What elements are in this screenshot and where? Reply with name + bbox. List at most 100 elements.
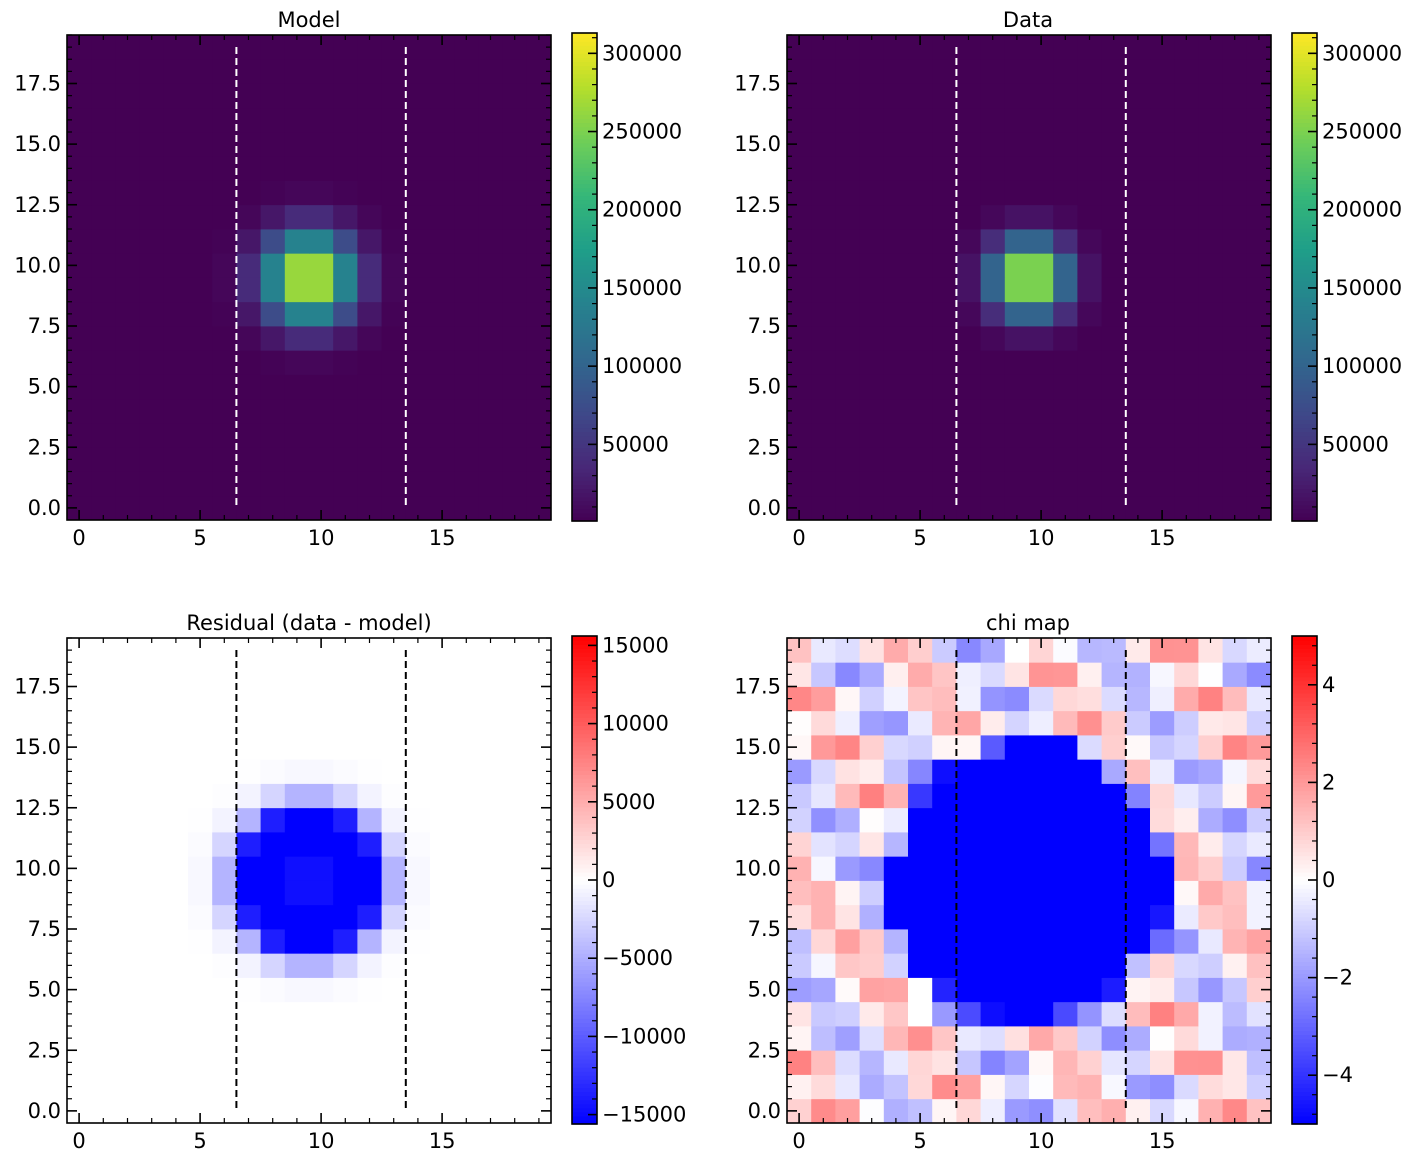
colorbar-segment [1292,900,1317,905]
colorbar-segment [572,370,597,376]
heatmap-cell [405,253,431,278]
heatmap-cell [91,880,116,906]
colorbar-segment [572,167,597,172]
heatmap-cell [1198,301,1223,327]
heatmap-cell [405,929,431,954]
panel-data: 0 5 10 150.02.55.07.510.012.515.017.5Data50… [734,8,1402,550]
heatmap-cell [478,977,503,1003]
heatmap-cell [883,880,909,906]
colorbar-segment [572,268,597,274]
colorbar-segment [572,782,597,788]
heatmap-cell [430,204,455,230]
colorbar-segment [1292,390,1317,396]
colorbar-segment [1292,672,1317,678]
heatmap-cell [139,783,165,809]
heatmap-cell [502,783,528,809]
heatmap-cell [212,977,237,1003]
colorbar-frame [571,32,598,522]
colorbar-segment [572,867,597,873]
heatmap-cell [1222,856,1248,881]
heatmap-cell [139,180,165,206]
heatmap-cell [932,301,957,327]
heatmap-cell [212,423,237,448]
colorbar-segment [572,705,597,710]
colorbar-segment [1292,1095,1317,1101]
heatmap-cell [1150,783,1175,809]
heatmap-cell [1029,374,1054,400]
heatmap-cell [1053,1074,1078,1100]
heatmap-cell [1125,301,1151,327]
colorbar-segment [572,252,597,258]
heatmap-cell [908,832,933,857]
colorbar-segment [572,102,597,107]
heatmap-cell [908,180,933,206]
heatmap-cell [284,953,310,978]
colorbar-segment [572,900,597,905]
heatmap-cell [188,710,213,736]
colorbar-segment [572,721,597,727]
heatmap-cell [454,662,479,687]
colorbar-segment [1292,1099,1317,1105]
colorbar-segment [572,362,597,368]
colorbar-segment [572,65,597,71]
heatmap-cell [430,301,455,327]
colorbar-segment [1292,325,1317,331]
colorbar-segment [572,1026,597,1032]
heatmap-cell [309,204,334,230]
colorbar-segment [572,758,597,763]
heatmap-cell [1125,1050,1151,1075]
colorbar-segment [1292,260,1317,266]
heatmap-cell [811,326,836,351]
colorbar-segment [572,1079,597,1084]
heatmap-cell [284,1001,310,1027]
heatmap-cell [236,132,261,157]
heatmap-cell [381,107,407,133]
heatmap-cell [1198,953,1223,978]
heatmap-cell [381,832,407,857]
heatmap-cell [430,1001,455,1027]
heatmap-cell [1053,977,1078,1003]
heatmap-cell [188,204,213,230]
heatmap-cell [1222,1001,1248,1027]
heatmap-cell [1053,807,1078,833]
heatmap-cell [478,1026,503,1051]
heatmap-cell [381,398,407,424]
heatmap-cell [1077,977,1102,1003]
heatmap-cell [381,132,407,157]
heatmap-cell [260,735,286,760]
colorbar-segment [572,819,597,824]
colorbar-segment [572,969,597,975]
colorbar-segment [1292,155,1317,160]
colorbar-segment [1292,697,1317,702]
heatmap-cell [430,1026,455,1051]
heatmap-cell [430,783,455,809]
y-tick-label: 12.5 [734,796,781,820]
heatmap-cell [1174,710,1199,736]
colorbar-segment [572,680,597,686]
colorbar-frame [1291,32,1318,522]
heatmap-cell [980,301,1006,327]
heatmap-cell [1077,904,1102,930]
heatmap-cell [381,423,407,448]
colorbar-segment [1292,264,1317,270]
heatmap-cell [212,953,237,978]
heatmap-cell [212,277,237,303]
heatmap-cell [260,229,286,254]
heatmap-cell [309,686,334,712]
y-tick-label: 0.0 [748,496,781,520]
heatmap-cell [1053,1026,1078,1051]
heatmap-cell [381,229,407,254]
heatmap-cell [478,398,503,424]
heatmap-cell [333,807,358,833]
colorbar-segment [1292,977,1317,983]
heatmap-cell [1150,326,1175,351]
heatmap-cell [236,1001,261,1027]
heatmap-cell [835,59,860,84]
heatmap-cell [883,156,909,181]
colorbar-segment [572,709,597,714]
heatmap-cell [139,735,165,760]
heatmap-cell [188,1026,213,1051]
heatmap-cell [139,423,165,448]
heatmap-cell [980,856,1006,881]
heatmap-cell [260,904,286,930]
